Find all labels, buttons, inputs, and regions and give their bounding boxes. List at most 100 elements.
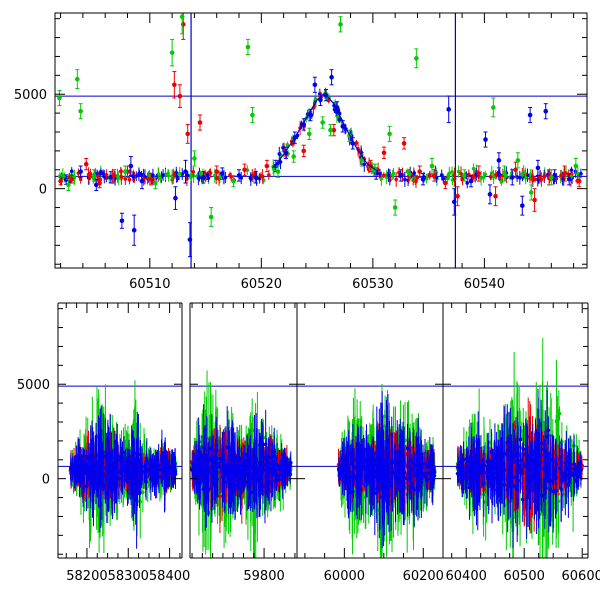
data-point <box>93 182 99 188</box>
bottom-segment-1: 58200 58300 58400 <box>57 302 190 584</box>
data-point <box>197 120 203 125</box>
data-point <box>248 175 253 180</box>
data-point <box>172 82 177 88</box>
data-point <box>177 93 183 99</box>
data-point <box>116 469 120 474</box>
data-point <box>185 131 191 137</box>
x-tick-label: 58200 <box>66 569 107 584</box>
data-point <box>239 467 244 471</box>
data-point <box>257 471 261 475</box>
data-point <box>219 171 225 176</box>
data-point <box>200 456 204 461</box>
data-point <box>131 227 137 233</box>
data-point <box>278 463 283 467</box>
data-point <box>264 163 270 169</box>
data-point <box>559 173 563 178</box>
data-point <box>263 484 267 489</box>
data-point <box>405 169 410 174</box>
data-point <box>329 74 334 80</box>
data-point <box>542 175 547 179</box>
data-point <box>465 181 470 185</box>
data-point <box>214 169 220 174</box>
data-point <box>259 461 263 466</box>
data-point <box>177 171 182 176</box>
data-point <box>115 173 120 178</box>
data-point <box>520 172 524 177</box>
data-point <box>69 467 73 471</box>
data-point <box>401 141 407 146</box>
data-point <box>137 172 141 176</box>
data-point <box>291 154 296 159</box>
data-point <box>242 167 247 173</box>
data-point <box>392 205 398 210</box>
data-point <box>189 175 193 180</box>
data-point <box>69 169 74 174</box>
data-point <box>431 173 437 178</box>
data-point <box>487 192 493 197</box>
data-point <box>462 173 467 178</box>
x-tick-label: 60530 <box>352 277 393 292</box>
data-point <box>236 173 242 178</box>
data-point <box>145 176 150 181</box>
data-point <box>566 176 572 182</box>
data-point <box>118 454 123 459</box>
data-point <box>533 177 537 182</box>
data-point <box>162 476 167 480</box>
data-point <box>212 173 217 178</box>
top-frame <box>54 12 588 269</box>
data-point <box>202 473 207 477</box>
data-point <box>381 150 387 156</box>
x-tick-label: 60510 <box>129 277 170 292</box>
data-point <box>216 461 220 466</box>
data-point <box>179 14 185 20</box>
data-point <box>57 95 62 101</box>
data-point <box>277 152 282 156</box>
data-point <box>277 477 282 482</box>
data-point <box>111 173 117 178</box>
bottom-panel: 58200 58300 58400 59800 60000 60200 60400 60500… <box>17 302 600 584</box>
x-tick-label: 58400 <box>149 569 190 584</box>
data-point <box>242 468 246 473</box>
data-point <box>78 177 83 181</box>
data-point <box>491 105 496 110</box>
data-point <box>359 158 365 163</box>
data-point <box>280 478 285 483</box>
data-point <box>513 167 518 173</box>
data-point <box>271 466 276 470</box>
data-point <box>251 472 256 477</box>
data-point <box>207 458 211 462</box>
data-point <box>528 190 534 195</box>
data-point <box>78 108 83 114</box>
data-point <box>110 464 115 469</box>
x-tick-label: 60520 <box>241 277 282 292</box>
data-point <box>218 456 222 461</box>
data-point <box>532 197 537 203</box>
data-point <box>114 466 119 471</box>
data-point <box>275 463 279 467</box>
data-point <box>451 199 457 205</box>
data-point <box>288 460 293 465</box>
data-point <box>231 178 236 184</box>
data-point <box>196 469 201 473</box>
data-point <box>175 176 180 181</box>
data-point <box>253 175 259 180</box>
data-point <box>201 175 206 180</box>
segment-plot-area <box>190 370 297 558</box>
data-point <box>127 177 132 182</box>
data-point <box>225 445 229 450</box>
segment-plot-area <box>58 380 182 554</box>
data-point <box>167 464 172 469</box>
data-point <box>320 120 325 125</box>
data-point <box>119 458 123 463</box>
data-point <box>118 476 122 481</box>
data-point <box>552 173 557 178</box>
data-point <box>496 170 501 175</box>
data-point <box>281 145 285 150</box>
data-point <box>125 460 129 464</box>
data-point <box>429 163 435 169</box>
data-point <box>161 173 165 177</box>
data-point <box>450 170 454 174</box>
data-point <box>66 182 71 188</box>
data-point <box>381 173 386 178</box>
